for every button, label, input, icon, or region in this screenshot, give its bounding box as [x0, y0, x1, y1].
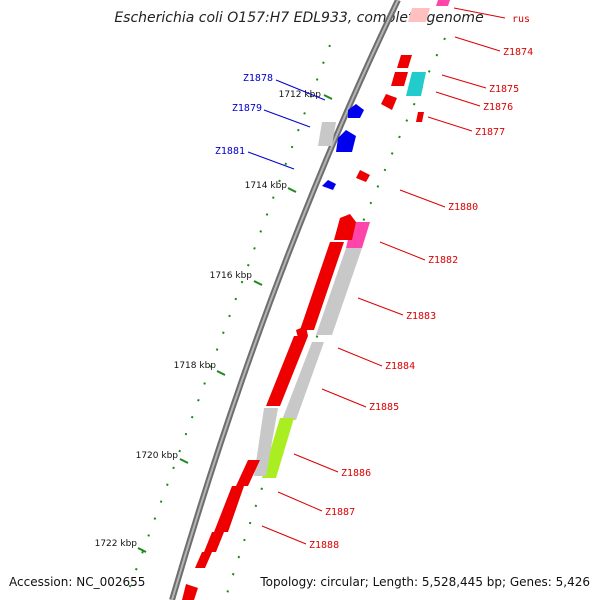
- right-gene-labels: rus Z1874 Z1875 Z1876 Z1877 Z1880 Z1882 …: [309, 14, 533, 551]
- leader-line: [427, 116, 473, 132]
- gene-z1879[interactable]: [336, 130, 356, 152]
- gene-z1883[interactable]: [316, 248, 362, 335]
- forward-strand-genes: [262, 0, 450, 478]
- leader-line: [435, 91, 481, 107]
- tick-label: 1716 kbp: [210, 271, 253, 281]
- tick-label: 1714 kbp: [245, 181, 288, 191]
- leader-line: [357, 297, 404, 316]
- gene-label[interactable]: Z1882: [428, 255, 458, 266]
- gene-z1882-red[interactable]: [334, 214, 356, 240]
- tick-label: 1718 kbp: [174, 361, 217, 371]
- leader-line: [379, 241, 426, 261]
- gene-label[interactable]: Z1876: [483, 102, 513, 113]
- leader-line: [321, 388, 367, 408]
- leader-line: [275, 79, 326, 101]
- gene-label[interactable]: Z1881: [215, 146, 245, 157]
- genome-backbone-highlight: [171, 0, 399, 600]
- gene-z1886-red[interactable]: [236, 460, 260, 486]
- leader-line: [261, 525, 307, 545]
- tick-label: 1712 kbp: [279, 90, 322, 100]
- gene-z1884[interactable]: [266, 336, 308, 406]
- leader-line: [263, 109, 311, 128]
- gene-label[interactable]: Z1883: [406, 311, 436, 322]
- tick-label: 1722 kbp: [95, 539, 138, 549]
- gene-z1877[interactable]: [416, 112, 424, 122]
- gene-label[interactable]: Z1877: [475, 127, 505, 138]
- gene-z1879-gray[interactable]: [318, 122, 336, 146]
- gene-label[interactable]: Z1887: [325, 507, 355, 518]
- leader-line: [399, 189, 446, 208]
- gene-z1886[interactable]: [262, 418, 294, 478]
- tick-mark: [216, 370, 226, 376]
- gene-z1888[interactable]: [195, 552, 212, 568]
- leader-line: [441, 74, 487, 89]
- tick-mark: [137, 547, 147, 553]
- accession-text: Accession: NC_002655: [9, 575, 145, 589]
- gene-z1885[interactable]: [282, 342, 324, 420]
- gene-rus[interactable]: [436, 0, 450, 6]
- topology-text: Topology: circular; Length: 5,528,445 bp…: [259, 575, 590, 589]
- gene-label[interactable]: Z1888: [309, 540, 339, 551]
- gene-z1876[interactable]: [381, 94, 397, 110]
- gene-z1887[interactable]: [214, 486, 244, 532]
- gene-label[interactable]: Z1884: [385, 361, 415, 372]
- leader-line: [247, 151, 295, 170]
- gene-label[interactable]: Z1880: [448, 202, 478, 213]
- gene-z1880[interactable]: [356, 170, 370, 182]
- leader-line: [454, 36, 501, 52]
- tick-mark: [287, 187, 297, 193]
- gene-z1875-red[interactable]: [391, 72, 408, 86]
- left-gene-labels: Z1878 Z1879 Z1881: [215, 73, 273, 157]
- gene-z1874-light[interactable]: [408, 8, 430, 22]
- gene-z1878[interactable]: [348, 104, 364, 118]
- tick-label: 1720 kbp: [136, 451, 179, 461]
- gene-label[interactable]: Z1879: [232, 103, 262, 114]
- tick-mark: [253, 280, 263, 286]
- tick-mark: [179, 458, 189, 464]
- leader-line: [293, 453, 339, 473]
- leader-line: [453, 7, 506, 19]
- track-guides: [124, 37, 446, 600]
- tick-marks: 1712 kbp 1714 kbp 1716 kbp 1718 kbp 1720…: [95, 90, 333, 553]
- left-leader-lines: [247, 79, 326, 170]
- leader-line: [337, 347, 383, 367]
- gene-z1887b[interactable]: [204, 532, 224, 552]
- gene-z1885-gray[interactable]: [254, 408, 278, 476]
- gene-z1875[interactable]: [406, 72, 426, 96]
- gene-label[interactable]: Z1875: [489, 84, 519, 95]
- right-leader-lines: [261, 7, 506, 545]
- gene-label[interactable]: Z1874: [503, 47, 533, 58]
- tick-mark: [323, 94, 333, 100]
- gene-z1884-small[interactable]: [296, 326, 308, 338]
- leader-line: [277, 491, 323, 512]
- gene-label[interactable]: rus: [512, 14, 530, 25]
- gene-z1883-red[interactable]: [300, 242, 344, 330]
- gene-bottom[interactable]: [182, 584, 198, 600]
- gene-z1881[interactable]: [322, 180, 336, 190]
- gene-label[interactable]: Z1878: [243, 73, 273, 84]
- reverse-strand-genes: [182, 104, 364, 600]
- gene-label[interactable]: Z1886: [341, 468, 371, 479]
- gene-label[interactable]: Z1885: [369, 402, 399, 413]
- gene-z1874[interactable]: [397, 55, 412, 68]
